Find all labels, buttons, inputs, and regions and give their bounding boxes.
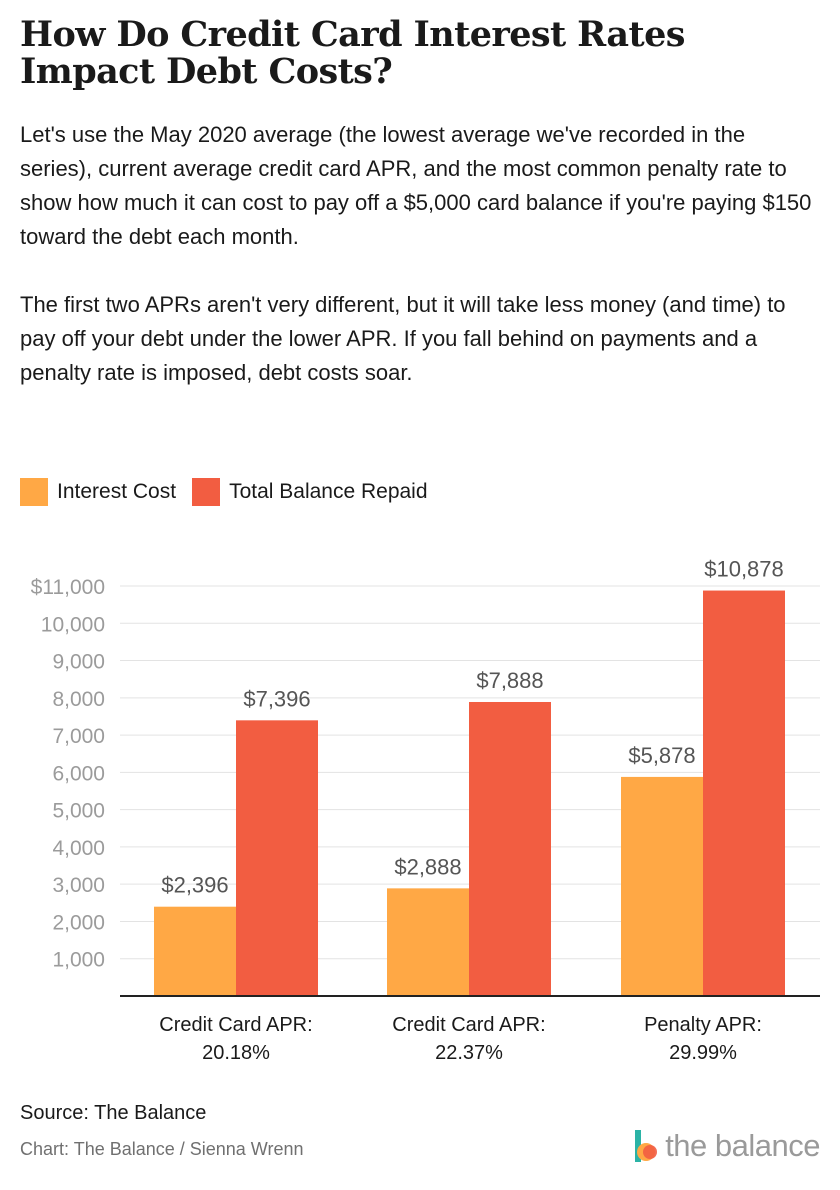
y-tick-label: 6,000 (52, 762, 105, 785)
y-tick-label: 5,000 (52, 800, 105, 823)
legend-item-interest-cost: Interest Cost (20, 478, 176, 506)
data-label: $7,888 (476, 668, 543, 693)
x-category-label: 29.99% (669, 1042, 737, 1064)
legend-label-interest-cost: Interest Cost (57, 480, 177, 503)
y-tick-label: 3,000 (52, 874, 105, 897)
data-label: $10,878 (704, 557, 784, 582)
data-label: $5,878 (628, 743, 695, 768)
x-category-label: Credit Card APR: (159, 1014, 312, 1036)
y-tick-label: 9,000 (52, 651, 105, 674)
data-label: $2,888 (394, 854, 461, 879)
legend-swatch-total-balance (192, 478, 221, 506)
bar-total-balance (469, 701, 551, 996)
legend-swatch-interest-cost (20, 478, 48, 506)
chart-legend: Interest Cost Total Balance Repaid (20, 478, 444, 506)
y-tick-label: 8,000 (52, 688, 105, 711)
y-tick-label: $11,000 (31, 576, 105, 599)
x-category-label: Penalty APR: (644, 1014, 762, 1036)
bar-interest-cost (154, 906, 236, 996)
bar-total-balance (236, 720, 318, 996)
description-paragraph-1: Let's use the May 2020 average (the lowe… (20, 122, 812, 249)
chart-description: Let's use the May 2020 average (the lowe… (20, 118, 820, 390)
x-category-label: 20.18% (202, 1042, 270, 1064)
bar-chart: 1,000 2,000 3,000 4,000 5,000 6,000 7,000 8,000… (31, 557, 820, 1064)
y-tick-label: 1,000 (52, 949, 105, 972)
y-tick-label: 10,000 (41, 613, 105, 636)
bar-total-balance (703, 590, 785, 996)
x-category-label: 22.37% (435, 1042, 503, 1064)
brand-logo: the balance (631, 1128, 820, 1164)
data-label: $7,396 (243, 686, 310, 711)
x-category-label: Credit Card APR: (392, 1014, 545, 1036)
bar-interest-cost (387, 888, 469, 996)
legend-label-total-balance: Total Balance Repaid (229, 480, 428, 503)
the-balance-logo-icon (635, 1130, 658, 1162)
chart-title: How Do Credit Card Interest Rates Impact… (20, 14, 685, 92)
bar-interest-cost (621, 776, 703, 996)
chart-credit: Chart: The Balance / Sienna Wrenn (20, 1139, 304, 1159)
y-tick-label: 4,000 (52, 837, 105, 860)
data-label: $2,396 (161, 873, 228, 898)
y-tick-label: 2,000 (52, 911, 105, 934)
legend-item-total-balance: Total Balance Repaid (192, 478, 428, 506)
logo-wordmark: the balance (665, 1128, 820, 1163)
source-note: Source: The Balance (20, 1102, 207, 1124)
y-tick-label: 7,000 (52, 725, 105, 748)
description-paragraph-2: The first two APRs aren't very different… (20, 292, 786, 385)
